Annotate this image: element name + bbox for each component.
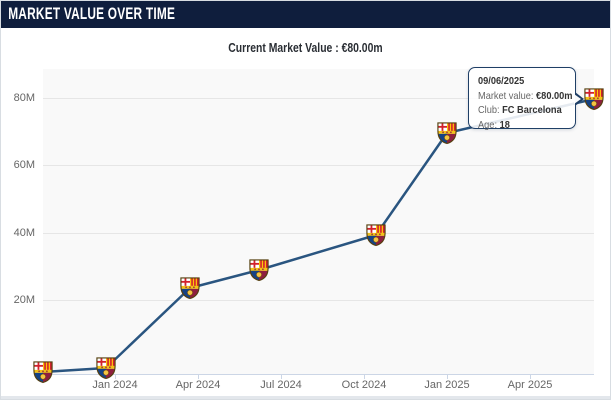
- x-axis-tick: [530, 374, 531, 379]
- x-axis-tick: [115, 374, 116, 379]
- x-axis-label: Jan 2024: [92, 379, 138, 391]
- x-axis-label: Jul 2024: [260, 379, 302, 391]
- fc-barcelona-crest-marker[interactable]: [97, 358, 115, 379]
- y-axis-label: 60M: [13, 159, 35, 171]
- x-axis-label: Apr 2025: [507, 379, 553, 391]
- x-axis-tick: [198, 374, 199, 379]
- tooltip-market-value-label: Market value:: [478, 89, 537, 102]
- tooltip-club-label: Club:: [478, 104, 503, 116]
- x-axis-label: Oct 2024: [341, 379, 387, 391]
- tooltip-market-value: €80.00m: [536, 89, 573, 102]
- widget-title: MARKET VALUE OVER TIME: [8, 5, 176, 23]
- current-market-value-text: Current Market Value : €80.00m: [228, 40, 383, 55]
- y-gridline: [43, 233, 594, 234]
- y-axis-label: 20M: [13, 294, 35, 306]
- x-axis-tick: [447, 374, 448, 379]
- y-axis-label: 40M: [13, 227, 35, 239]
- y-axis-label: 80M: [13, 92, 35, 104]
- widget-bottom-edge: [1, 396, 610, 399]
- y-gridline: [43, 300, 594, 301]
- current-market-value: Current Market Value : €80.00m: [1, 39, 610, 57]
- x-axis-line: [43, 374, 594, 375]
- tooltip-market-value-row: Market value: €80.00m: [478, 89, 573, 104]
- x-axis-tick: [364, 374, 365, 379]
- tooltip-club: FC Barcelona: [502, 104, 562, 116]
- market-value-tooltip: 09/06/2025 Market value: €80.00m Club: F…: [468, 67, 584, 131]
- tooltip-club-row: Club: FC Barcelona: [478, 103, 562, 118]
- tooltip-age: 18: [499, 118, 510, 131]
- tooltip-age-label: Age:: [478, 118, 500, 131]
- y-gridline: [43, 165, 594, 166]
- fc-barcelona-crest-marker[interactable]: [34, 362, 52, 383]
- tooltip-date: 09/06/2025: [478, 75, 525, 87]
- x-axis-label: Jan 2025: [424, 379, 470, 391]
- x-axis-tick: [281, 374, 282, 379]
- widget-header: MARKET VALUE OVER TIME: [1, 1, 610, 28]
- tooltip-age-row: Age: 18: [478, 118, 556, 133]
- x-axis-label: Apr 2024: [175, 379, 221, 391]
